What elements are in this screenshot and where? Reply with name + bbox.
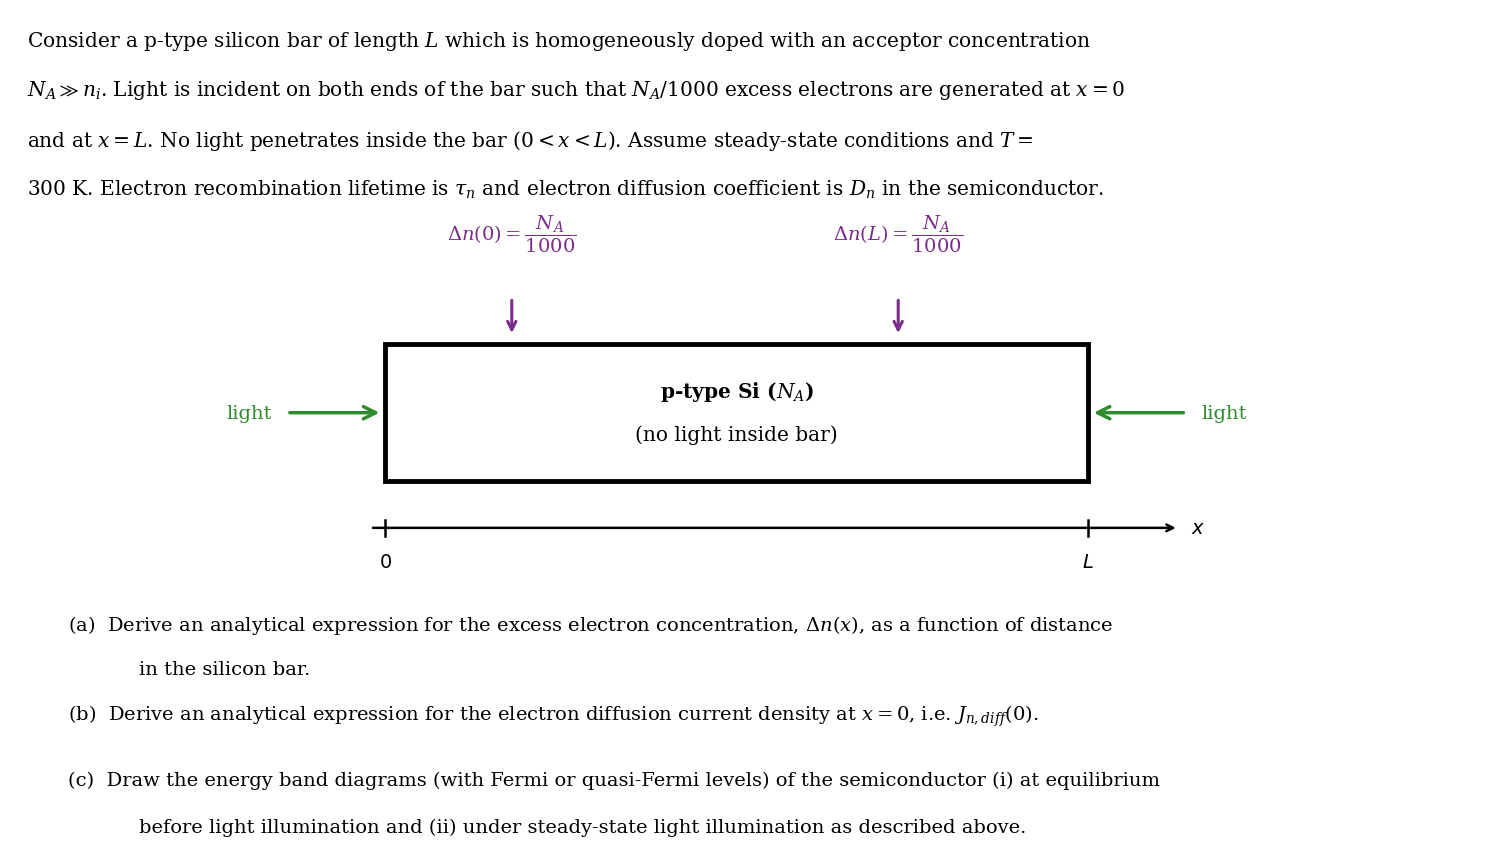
Text: light: light — [227, 404, 272, 423]
Text: $\Delta n(L) = \dfrac{N_A}{1000}$: $\Delta n(L) = \dfrac{N_A}{1000}$ — [833, 214, 964, 255]
Text: (c)  Draw the energy band diagrams (with Fermi or quasi-Fermi levels) of the sem: (c) Draw the energy band diagrams (with … — [68, 771, 1160, 789]
Bar — [385, 345, 1088, 481]
Text: in the silicon bar.: in the silicon bar. — [139, 660, 310, 678]
Text: 300 K. Electron recombination lifetime is $\tau_n$ and electron diffusion coeffi: 300 K. Electron recombination lifetime i… — [27, 178, 1105, 200]
Text: light: light — [1201, 404, 1247, 423]
Text: and at $x = L$. No light penetrates inside the bar $(0 < x < L)$. Assume steady-: and at $x = L$. No light penetrates insi… — [27, 129, 1034, 153]
Text: Consider a p-type silicon bar of length $L$ which is homogeneously doped with an: Consider a p-type silicon bar of length … — [27, 30, 1091, 53]
Text: (no light inside bar): (no light inside bar) — [635, 424, 839, 445]
Text: $x$: $x$ — [1191, 519, 1204, 538]
Text: $N_A \gg n_i$. Light is incident on both ends of the bar such that $N_A/1000$ ex: $N_A \gg n_i$. Light is incident on both… — [27, 79, 1126, 102]
Text: $0$: $0$ — [379, 554, 391, 572]
Text: $\bf{p}$-type Si ($N_A$): $\bf{p}$-type Si ($N_A$) — [660, 380, 813, 404]
Text: $L$: $L$ — [1082, 554, 1094, 572]
Text: (a)  Derive an analytical expression for the excess electron concentration, $\De: (a) Derive an analytical expression for … — [68, 613, 1114, 636]
Text: (b)  Derive an analytical expression for the electron diffusion current density : (b) Derive an analytical expression for … — [68, 703, 1038, 728]
Text: $\Delta n(0) = \dfrac{N_A}{1000}$: $\Delta n(0) = \dfrac{N_A}{1000}$ — [447, 214, 577, 255]
Text: before light illumination and (ii) under steady-state light illumination as desc: before light illumination and (ii) under… — [139, 818, 1026, 836]
